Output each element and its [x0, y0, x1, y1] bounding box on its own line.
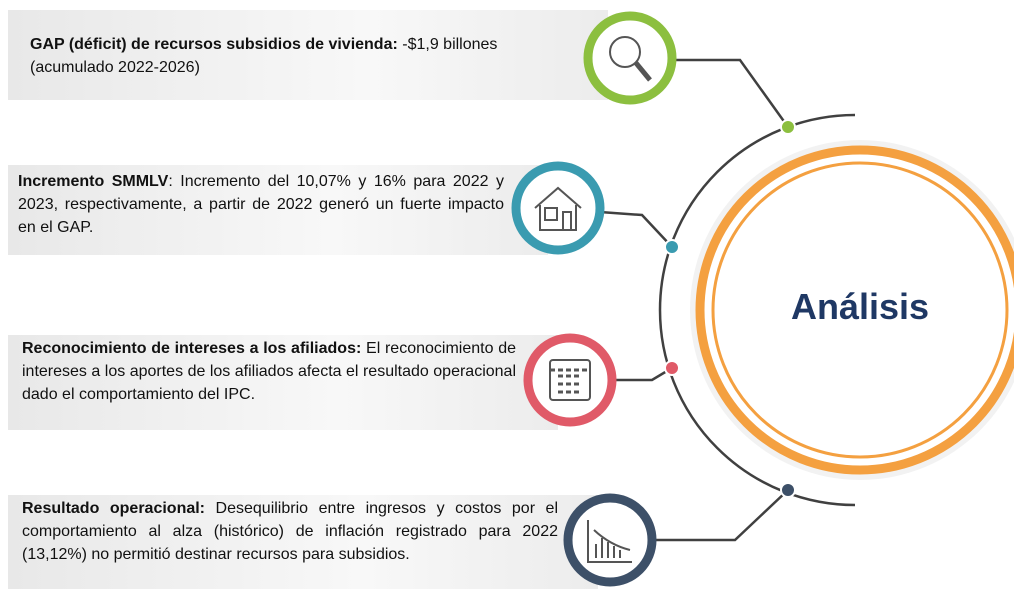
panel [8, 165, 548, 255]
connector [670, 58, 790, 128]
icon-calendar [550, 368, 590, 394]
ring [711, 161, 1009, 459]
icons [511, 11, 677, 587]
item-text: Resultado operacional: Desequilibrio ent… [22, 497, 558, 566]
icon-chart [587, 520, 632, 563]
icon-house [562, 211, 572, 231]
item-body: Desequilibrio entre ingresos y costos po… [22, 500, 559, 563]
item-text: Reconocimiento de intereses a los afilia… [22, 337, 516, 406]
item-lead: Reconocimiento de intereses a los afilia… [22, 340, 362, 357]
dot [664, 360, 680, 376]
panel [8, 495, 598, 589]
item-text: GAP (déficit) de recursos subsidios de v… [30, 33, 575, 79]
icon-ring [523, 333, 617, 427]
icon-calendar [549, 359, 591, 401]
panel [8, 335, 558, 430]
connectors [599, 58, 856, 542]
connector [612, 366, 673, 382]
item-lead: Resultado operacional: [22, 500, 206, 517]
center-circle [690, 140, 1014, 480]
item-lead: GAP (déficit) de recursos subsidios de v… [30, 36, 398, 53]
item-lead: Incremento SMMLV [18, 173, 169, 190]
icon-ring [583, 11, 677, 105]
connector [650, 489, 789, 542]
arc [658, 113, 856, 507]
icon-magnifier [609, 36, 641, 68]
icon-magnifier [634, 61, 652, 82]
dot [780, 482, 796, 498]
text-panels [8, 10, 608, 589]
item-body: -$1,9 billones (acumulado 2022-2026) [30, 36, 498, 76]
icon-house [534, 186, 582, 231]
dot [780, 119, 796, 135]
panel [8, 10, 608, 100]
connector [599, 210, 673, 248]
dot [664, 239, 680, 255]
center-title: Análisis [790, 286, 930, 327]
item-body: El reconocimiento de intereses a los apo… [22, 340, 517, 403]
item-text: Incremento SMMLV: Incremento del 10,07% … [18, 170, 504, 239]
icon-house [544, 207, 558, 221]
dots [664, 119, 796, 498]
icon-ring [563, 493, 657, 587]
item-body: : Incremento del 10,07% y 16% para 2022 … [18, 173, 504, 236]
